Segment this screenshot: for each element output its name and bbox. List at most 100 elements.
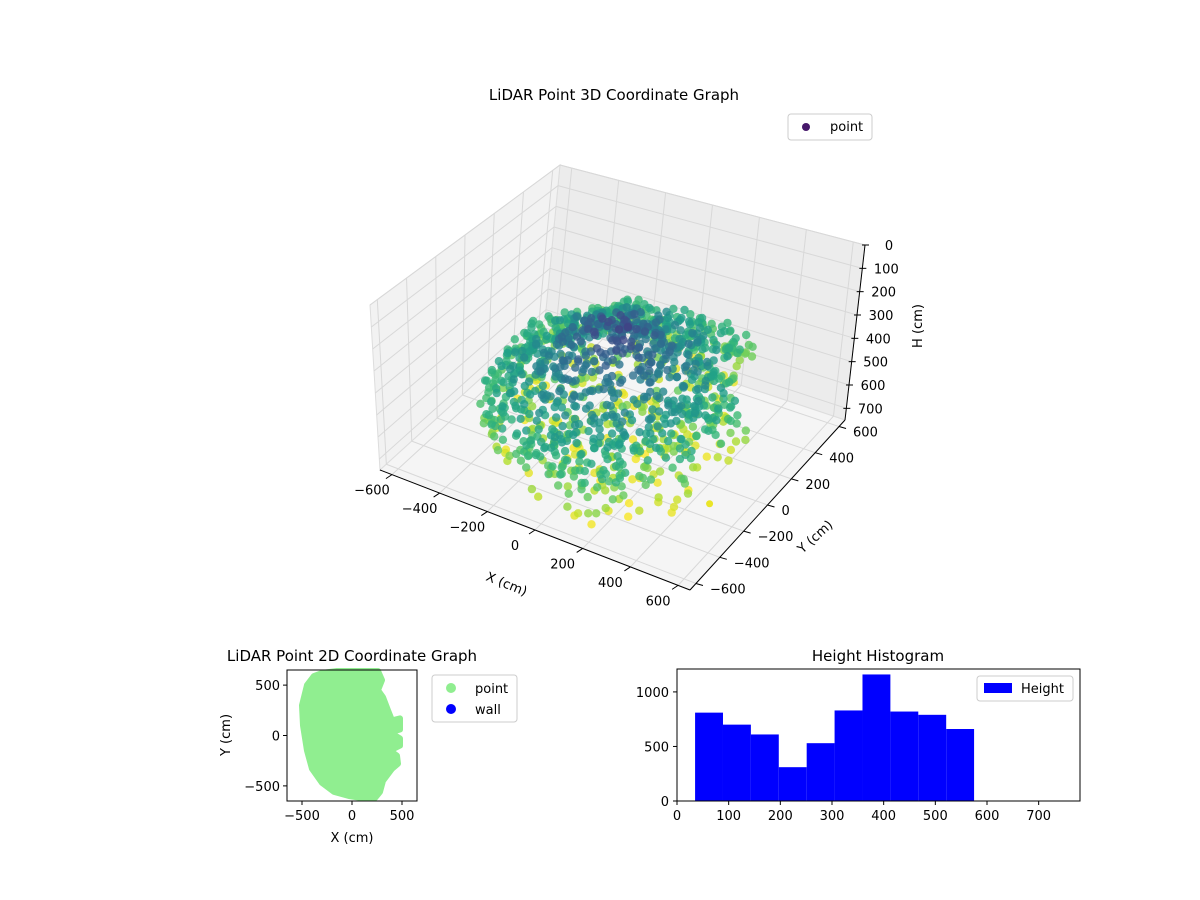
z-tick-label-3d: 200 (871, 286, 896, 301)
point-3d (587, 314, 596, 323)
point-3d (716, 439, 726, 448)
point-3d (634, 365, 643, 374)
z-tick-label-3d: 400 (866, 332, 891, 347)
point-3d (634, 343, 643, 352)
z-tick-label-3d: 500 (863, 356, 888, 371)
point-3d (520, 400, 529, 409)
point-3d (488, 404, 497, 413)
point-3d (505, 389, 515, 398)
point-3d (626, 342, 636, 351)
point-3d (512, 449, 521, 459)
point-3d (499, 378, 508, 387)
point-3d (479, 419, 488, 428)
point-3d (492, 388, 501, 398)
histogram-bar (918, 714, 947, 801)
point-3d (603, 455, 612, 464)
grid-line-z-back (557, 185, 863, 269)
y-tick-3d (791, 478, 799, 482)
point-3d (656, 360, 665, 369)
point-3d (532, 416, 541, 425)
y-tick-label-2d: 0 (272, 730, 280, 745)
point-3d (577, 449, 586, 459)
point-3d (661, 453, 671, 462)
ticks-2d: −500 0 500 −500 0 500 (244, 679, 414, 824)
point-3d (598, 314, 607, 323)
point-3d (651, 318, 661, 327)
grid-line-z-back (553, 226, 858, 316)
point-3d (623, 323, 633, 332)
point-3d (522, 426, 531, 435)
point-3d (520, 447, 529, 456)
point-3d (678, 394, 687, 403)
point-3d (599, 466, 608, 475)
point-3d (714, 404, 723, 413)
point-3d (656, 339, 666, 348)
point-3d (629, 446, 639, 455)
point-3d (608, 355, 617, 365)
point-3d (643, 456, 652, 465)
point-3d (553, 397, 562, 406)
point-3d (589, 327, 599, 336)
point-3d (571, 402, 581, 411)
grid-line-y-floor (386, 463, 697, 584)
y-tick-label-3d: −200 (758, 530, 794, 545)
point-3d (583, 492, 592, 502)
point-3d (709, 356, 718, 365)
chart-3d: LiDAR Point 3D Coordinate Graph −600 −400… (354, 86, 926, 609)
point-3d (596, 432, 605, 441)
z-axis-label-3d: H (cm) (911, 304, 926, 348)
point-3d (645, 366, 654, 376)
chart-2d: LiDAR Point 2D Coordinate Graph −500 0 500… (219, 647, 518, 846)
y-tick-label-3d: −400 (734, 556, 770, 571)
point-3d (630, 309, 639, 319)
point-3d (527, 319, 536, 328)
point-3d (701, 381, 710, 390)
point-3d (614, 325, 624, 334)
point-3d (498, 408, 508, 417)
point-3d (666, 419, 675, 428)
point-3d (707, 319, 716, 328)
point-3d (673, 495, 682, 504)
point-3d (690, 408, 700, 418)
point-3d (476, 399, 485, 408)
point-3d (599, 384, 608, 394)
point-3d (618, 417, 627, 426)
x-tick-label-hist: 500 (923, 809, 948, 824)
point-3d (517, 370, 526, 379)
grid-line-x-wall (832, 241, 854, 417)
point-3d (653, 369, 662, 378)
histogram-bar (695, 712, 723, 801)
point-3d (507, 415, 516, 424)
x-tick-label-3d: −600 (354, 484, 390, 499)
point-3d (536, 367, 545, 376)
point-3d (628, 435, 638, 444)
point-3d (556, 470, 565, 479)
histogram-bar (806, 743, 835, 801)
point-3d (669, 304, 678, 313)
grid-line-y-wall (462, 234, 466, 396)
point-cloud-2d (299, 668, 403, 801)
point-3d (581, 361, 590, 370)
chart-histogram: Height Histogram 0 100 200 300 400 500 600 7000… (636, 647, 1081, 824)
point-3d (616, 311, 625, 320)
point-3d (669, 396, 678, 405)
point-3d (699, 331, 708, 340)
grid-line-x-wall (556, 168, 573, 324)
point-3d (704, 426, 713, 435)
point-3d (595, 425, 604, 434)
histogram-bar (778, 767, 807, 801)
point-3d (676, 326, 685, 335)
z-axis-line-3d (844, 244, 866, 421)
point-3d (735, 345, 744, 354)
point-3d (592, 344, 602, 353)
point-3d (491, 421, 500, 431)
point-3d (670, 408, 679, 417)
point-3d (607, 371, 617, 381)
point-3d (540, 444, 549, 453)
point-3d (616, 378, 625, 387)
point-3d (512, 429, 522, 438)
point-3d (557, 463, 566, 472)
point-3d (667, 429, 676, 438)
point-3d (603, 443, 612, 452)
point-3d (670, 357, 679, 367)
